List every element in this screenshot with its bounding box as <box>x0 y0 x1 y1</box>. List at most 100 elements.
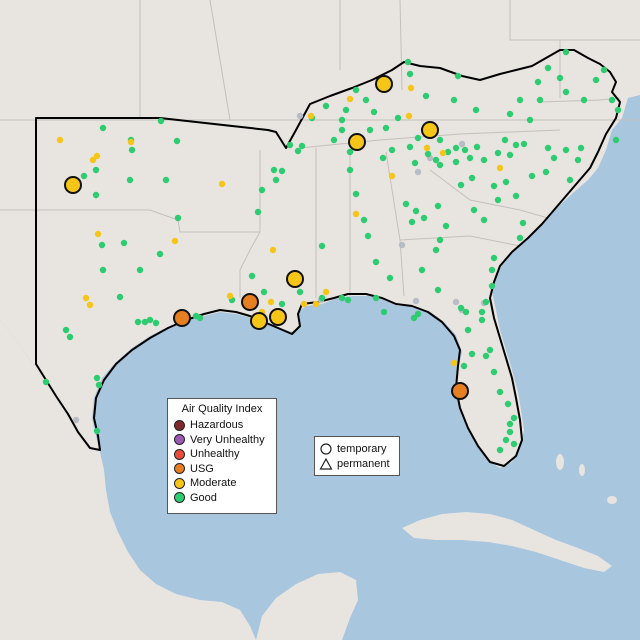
monitor-site-good[interactable] <box>452 144 460 152</box>
monitor-site-good[interactable] <box>330 136 338 144</box>
monitor-site-good[interactable] <box>478 316 486 324</box>
monitor-site-good[interactable] <box>574 156 582 164</box>
monitor-site-good[interactable] <box>338 294 346 302</box>
monitor-site-good[interactable] <box>258 186 266 194</box>
temporary-monitor-moderate[interactable] <box>375 75 393 93</box>
monitor-site-good[interactable] <box>136 266 144 274</box>
monitor-site-good[interactable] <box>516 96 524 104</box>
monitor-site-good[interactable] <box>352 190 360 198</box>
monitor-site-moderate[interactable] <box>269 246 277 254</box>
monitor-site-moderate[interactable] <box>312 300 320 308</box>
monitor-site-good[interactable] <box>402 200 410 208</box>
monitor-site-good[interactable] <box>156 250 164 258</box>
monitor-site-moderate[interactable] <box>450 359 458 367</box>
monitor-site-moderate[interactable] <box>346 95 354 103</box>
monitor-site-good[interactable] <box>412 207 420 215</box>
monitor-site-good[interactable] <box>414 310 422 318</box>
monitor-site-good[interactable] <box>468 350 476 358</box>
monitor-site-good[interactable] <box>141 318 149 326</box>
monitor-site-good[interactable] <box>526 116 534 124</box>
monitor-site-good[interactable] <box>504 400 512 408</box>
monitor-site-good[interactable] <box>382 124 390 132</box>
monitor-site-good[interactable] <box>388 146 396 154</box>
monitor-site-good[interactable] <box>260 288 268 296</box>
monitor-site-good[interactable] <box>490 254 498 262</box>
monitor-site-good[interactable] <box>432 156 440 164</box>
monitor-site-good[interactable] <box>512 141 520 149</box>
monitor-site-moderate[interactable] <box>226 292 234 300</box>
monitor-site-moderate[interactable] <box>56 136 64 144</box>
monitor-site-good[interactable] <box>510 414 518 422</box>
monitor-site-good[interactable] <box>93 427 101 435</box>
monitor-site-good[interactable] <box>460 362 468 370</box>
monitor-site-good[interactable] <box>80 172 88 180</box>
monitor-site-good[interactable] <box>152 319 160 327</box>
monitor-site-good[interactable] <box>502 178 510 186</box>
monitor-site-good[interactable] <box>506 420 514 428</box>
monitor-site-good[interactable] <box>486 346 494 354</box>
monitor-site-moderate[interactable] <box>94 230 102 238</box>
monitor-site-good[interactable] <box>278 167 286 175</box>
monitor-site-good[interactable] <box>488 266 496 274</box>
monitor-site-good[interactable] <box>536 96 544 104</box>
monitor-site-good[interactable] <box>466 154 474 162</box>
monitor-site-good[interactable] <box>42 378 50 386</box>
monitor-site-good[interactable] <box>432 246 440 254</box>
monitor-site-good[interactable] <box>461 146 469 154</box>
monitor-site-good[interactable] <box>134 318 142 326</box>
monitor-site-no-data[interactable] <box>72 416 80 424</box>
monitor-site-good[interactable] <box>614 106 622 114</box>
monitor-site-good[interactable] <box>496 388 504 396</box>
monitor-site-good[interactable] <box>157 117 165 125</box>
monitor-site-good[interactable] <box>496 446 504 454</box>
monitor-site-good[interactable] <box>346 166 354 174</box>
monitor-site-good[interactable] <box>516 234 524 242</box>
temporary-monitor-usg[interactable] <box>451 382 469 400</box>
monitor-site-moderate[interactable] <box>93 152 101 160</box>
monitor-site-good[interactable] <box>116 293 124 301</box>
monitor-site-good[interactable] <box>404 58 412 66</box>
monitor-site-good[interactable] <box>414 134 422 142</box>
monitor-site-good[interactable] <box>294 147 302 155</box>
monitor-site-good[interactable] <box>510 440 518 448</box>
monitor-site-good[interactable] <box>562 88 570 96</box>
monitor-site-good[interactable] <box>360 216 368 224</box>
monitor-site-good[interactable] <box>322 102 330 110</box>
monitor-site-good[interactable] <box>478 308 486 316</box>
monitor-site-good[interactable] <box>434 202 442 210</box>
monitor-site-good[interactable] <box>502 436 510 444</box>
monitor-site-good[interactable] <box>408 218 416 226</box>
monitor-site-good[interactable] <box>488 282 496 290</box>
monitor-site-good[interactable] <box>318 294 326 302</box>
monitor-site-good[interactable] <box>592 76 600 84</box>
temporary-monitor-usg[interactable] <box>241 293 259 311</box>
monitor-site-moderate[interactable] <box>352 210 360 218</box>
monitor-site-good[interactable] <box>364 232 372 240</box>
monitor-site-good[interactable] <box>346 148 354 156</box>
monitor-site-good[interactable] <box>120 239 128 247</box>
monitor-site-good[interactable] <box>542 168 550 176</box>
monitor-site-good[interactable] <box>298 142 306 150</box>
monitor-site-moderate[interactable] <box>388 172 396 180</box>
temporary-monitor-moderate[interactable] <box>421 121 439 139</box>
monitor-site-good[interactable] <box>146 316 154 324</box>
monitor-site-good[interactable] <box>352 86 360 94</box>
monitor-site-moderate[interactable] <box>439 149 447 157</box>
monitor-site-good[interactable] <box>98 241 106 249</box>
monitor-site-good[interactable] <box>436 136 444 144</box>
monitor-site-no-data[interactable] <box>296 112 304 120</box>
monitor-site-good[interactable] <box>436 161 444 169</box>
monitor-site-good[interactable] <box>174 214 182 222</box>
monitor-site-moderate[interactable] <box>423 144 431 152</box>
monitor-site-good[interactable] <box>550 154 558 162</box>
monitor-site-good[interactable] <box>93 374 101 382</box>
monitor-site-no-data[interactable] <box>458 140 466 148</box>
monitor-site-good[interactable] <box>472 106 480 114</box>
monitor-site-good[interactable] <box>62 326 70 334</box>
monitor-site-good[interactable] <box>162 176 170 184</box>
monitor-site-moderate[interactable] <box>405 112 413 120</box>
monitor-site-good[interactable] <box>506 110 514 118</box>
monitor-site-good[interactable] <box>434 286 442 294</box>
monitor-site-good[interactable] <box>254 208 262 216</box>
monitor-site-moderate[interactable] <box>267 298 275 306</box>
